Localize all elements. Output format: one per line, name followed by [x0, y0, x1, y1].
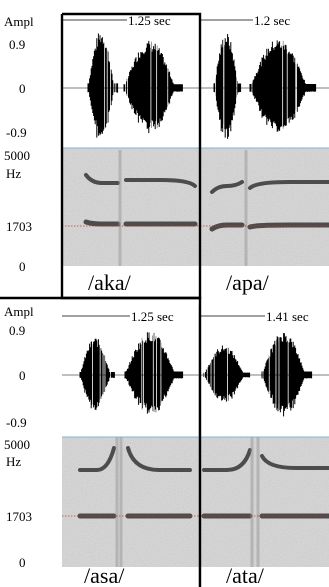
- f1-apa-1: [209, 222, 245, 232]
- duration-ata: 1.41 sec: [266, 309, 309, 324]
- wave-asa-2: [124, 328, 184, 419]
- amp-min-top: -0.9: [6, 125, 27, 140]
- highlight-boxes: [0, 12, 202, 587]
- freq-mid-bottom: 1703: [6, 509, 32, 524]
- wave-ata-1: [203, 343, 251, 405]
- amp-zero-top: 0: [19, 81, 26, 96]
- freq-unit-top: Hz: [6, 166, 21, 181]
- f2-apa-2: [248, 180, 329, 190]
- amp-title-bottom: Ampl: [4, 304, 34, 319]
- freq-unit-bottom: Hz: [6, 454, 21, 469]
- amp-max-top: 0.9: [9, 37, 25, 52]
- wave-asa-1: [79, 335, 115, 413]
- word-labels: /aka/ /apa/ /asa/ /ata/: [84, 270, 270, 587]
- f2-ata-2: [260, 454, 329, 470]
- duration-markers: [62, 19, 265, 317]
- amp-min-bottom: -0.9: [6, 415, 27, 430]
- word-apa: /apa/: [226, 270, 270, 295]
- freq-top-bottom: 5000: [4, 437, 30, 452]
- word-aka: /aka/: [88, 270, 132, 295]
- duration-asa: 1.25 sec: [131, 309, 174, 324]
- amp-zero-bottom: 0: [19, 368, 26, 383]
- burst-asa-2: [119, 437, 123, 567]
- f2-apa-1: [210, 180, 244, 194]
- amp-title-top: Ampl: [4, 14, 34, 29]
- f2-aka-1: [84, 173, 120, 185]
- word-ata: /ata/: [226, 563, 265, 587]
- burst-ata: [250, 437, 254, 567]
- duration-apa: 1.2 sec: [254, 13, 290, 28]
- burst-apa: [244, 150, 248, 266]
- burst-ata-2: [256, 437, 260, 567]
- wave-aka-2: [123, 37, 183, 136]
- freq-mid-top: 1703: [6, 219, 32, 234]
- amp-max-bottom: 0.9: [9, 323, 25, 338]
- f2-ata-1: [202, 448, 252, 472]
- freq-zero-top: 0: [19, 259, 26, 274]
- duration-labels: 1.25 sec 1.2 sec 1.25 sec 1.41 sec: [128, 13, 309, 324]
- f2-aka-2: [124, 178, 197, 188]
- wave-apa-1: [213, 29, 242, 144]
- separator-lines: [62, 147, 329, 438]
- f2-asa-2: [126, 446, 192, 472]
- f1-aka-1: [83, 219, 121, 227]
- word-asa: /asa/: [84, 563, 125, 587]
- burst-aka: [118, 150, 122, 266]
- reference-lines: [62, 225, 329, 517]
- freq-zero-bottom: 0: [19, 555, 26, 570]
- duration-aka: 1.25 sec: [128, 13, 171, 28]
- f2-asa-1: [78, 446, 116, 472]
- zero-lines: [62, 87, 329, 376]
- freq-top-top: 5000: [4, 148, 30, 163]
- wave-ata-2: [261, 328, 313, 419]
- wave-apa-2: [249, 35, 317, 138]
- wave-aka-1: [87, 27, 119, 146]
- f1-apa-2: [247, 222, 329, 230]
- spectrogram-backgrounds: [62, 148, 329, 567]
- axis-labels: Ampl 0.9 0 -0.9 5000 Hz 1703 0 Ampl 0.9 …: [4, 14, 34, 570]
- burst-asa: [115, 437, 119, 567]
